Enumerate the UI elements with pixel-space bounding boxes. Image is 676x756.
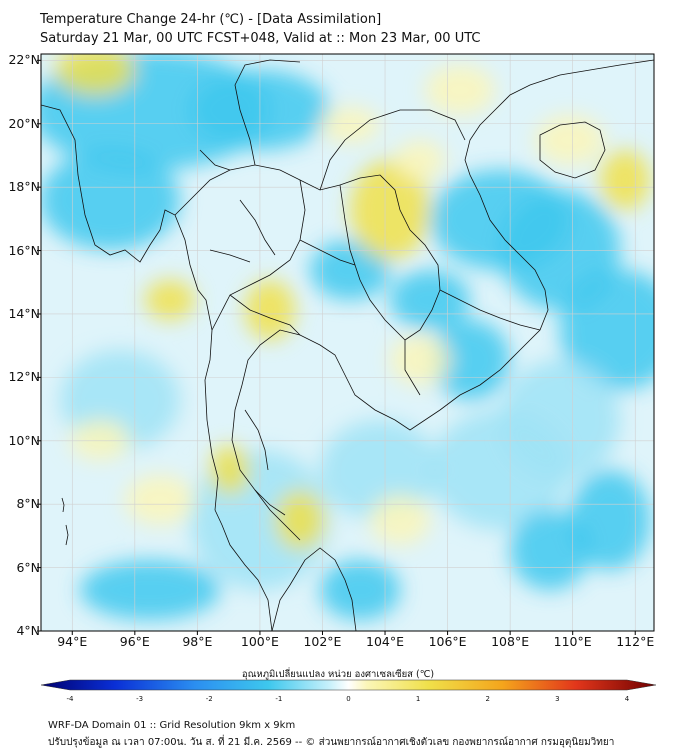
- field-patch-8: [430, 320, 510, 400]
- graticule: [41, 54, 654, 631]
- lon-label: 102°E: [303, 634, 342, 649]
- temperature-change-map: [37, 53, 655, 635]
- field-patch-27: [275, 490, 325, 550]
- field-patch-24: [535, 115, 605, 165]
- map-subtitle: Saturday 21 Mar, 00 UTC FCST+048, Valid …: [40, 31, 481, 46]
- field-patch-12: [320, 560, 400, 620]
- field-patch-28: [125, 475, 195, 525]
- colorbar-tick-label: 3: [555, 695, 560, 703]
- field-patch-23: [320, 107, 380, 143]
- lon-label: 100°E: [240, 634, 279, 649]
- map-frame: [40, 53, 655, 632]
- field-patch-30: [425, 65, 495, 115]
- field-patch-16: [500, 360, 620, 480]
- field-patch-7: [390, 270, 470, 330]
- lat-label: 6°N: [16, 559, 40, 575]
- field-patch-25: [600, 150, 650, 210]
- colorbar-tick-label: 2: [485, 695, 490, 703]
- field-patch-14: [570, 470, 650, 570]
- colorbar-tick-label: -4: [66, 695, 74, 703]
- lon-label: 112°E: [616, 634, 655, 649]
- colorbar-gradient: [40, 679, 657, 691]
- field-patch-15: [510, 510, 590, 590]
- field-patch-1: [41, 150, 180, 250]
- field-patch-20: [245, 280, 295, 340]
- colorbar-tick-label: -3: [136, 695, 144, 703]
- lat-label: 20°N: [8, 115, 40, 131]
- lon-label: 108°E: [491, 634, 530, 649]
- lon-label: 104°E: [366, 634, 405, 649]
- colorbar-tick-label: -2: [205, 695, 213, 703]
- colorbar-tick-label: 0: [346, 695, 351, 703]
- colorbar-title: อุณหภูมิเปลี่ยนแปลง หน่วย องศาเซลเซียส (…: [241, 669, 435, 680]
- lat-label: 22°N: [8, 52, 40, 68]
- field-patch-26: [210, 445, 250, 495]
- colorbar-tick-label: 4: [624, 695, 630, 703]
- lon-label: 106°E: [428, 634, 467, 649]
- coastline-and-borders: [41, 59, 654, 631]
- colorbar: [40, 679, 657, 691]
- field-patch-32: [370, 495, 430, 545]
- lat-label: 4°N: [16, 623, 40, 638]
- field-patch-18: [55, 54, 135, 95]
- field-patch-21: [350, 160, 430, 260]
- lat-label: 14°N: [8, 305, 40, 321]
- colorbar-tick-label: -1: [275, 695, 283, 703]
- footer-credit: ปรับปรุงข้อมูล ณ เวลา 07:00น. วัน ส. ที่…: [48, 737, 615, 748]
- field-patch-19: [145, 280, 195, 320]
- lat-label: 12°N: [8, 369, 40, 385]
- field-patch-13: [80, 560, 220, 620]
- lon-label: 94°E: [57, 634, 88, 649]
- lon-label: 96°E: [119, 634, 150, 649]
- field-patch-22: [395, 140, 445, 180]
- field-patch-5: [560, 270, 654, 390]
- lon-label: 110°E: [553, 634, 592, 649]
- lat-label: 8°N: [16, 496, 40, 512]
- lat-label: 18°N: [8, 179, 40, 195]
- footer-model-info: WRF-DA Domain 01 :: Grid Resolution 9km …: [48, 720, 296, 731]
- map-title: Temperature Change 24-hr (℃) - [Data Ass…: [40, 12, 382, 27]
- field-patch-10: [320, 420, 440, 520]
- lat-label: 16°N: [8, 242, 40, 258]
- lon-label: 98°E: [182, 634, 213, 649]
- colorbar-tick-label: 1: [415, 695, 421, 703]
- field-patch-31: [70, 420, 130, 460]
- lat-label: 10°N: [8, 432, 40, 448]
